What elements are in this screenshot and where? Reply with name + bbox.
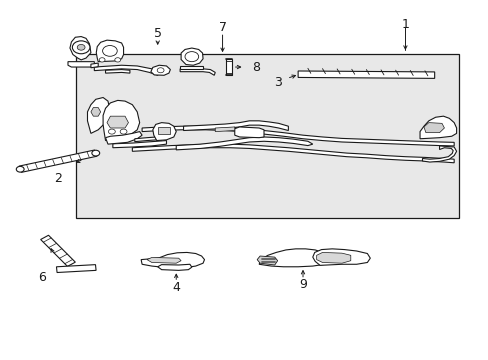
Circle shape <box>108 129 115 134</box>
Polygon shape <box>298 71 434 78</box>
Polygon shape <box>257 256 277 265</box>
Polygon shape <box>147 257 181 263</box>
Text: 7: 7 <box>218 21 226 34</box>
Polygon shape <box>183 121 288 131</box>
Text: 2: 2 <box>54 172 62 185</box>
Polygon shape <box>94 65 159 75</box>
Circle shape <box>92 150 100 156</box>
Polygon shape <box>158 264 191 270</box>
Polygon shape <box>56 265 96 273</box>
Circle shape <box>157 68 163 73</box>
Text: 8: 8 <box>251 60 259 73</box>
Polygon shape <box>158 127 170 134</box>
Polygon shape <box>180 66 203 69</box>
Circle shape <box>77 44 85 50</box>
Polygon shape <box>153 123 176 140</box>
Text: 6: 6 <box>38 271 46 284</box>
Circle shape <box>184 51 198 62</box>
Polygon shape <box>419 116 456 139</box>
Polygon shape <box>135 137 161 141</box>
Circle shape <box>102 45 117 56</box>
Text: 4: 4 <box>172 281 180 294</box>
Polygon shape <box>68 62 94 67</box>
Polygon shape <box>234 127 264 138</box>
Polygon shape <box>423 123 444 133</box>
Polygon shape <box>19 150 97 172</box>
Polygon shape <box>105 132 142 144</box>
Text: 3: 3 <box>273 76 281 89</box>
Polygon shape <box>312 249 369 265</box>
Polygon shape <box>225 59 231 75</box>
Polygon shape <box>76 54 458 218</box>
Polygon shape <box>259 249 327 267</box>
Polygon shape <box>215 127 234 132</box>
Polygon shape <box>141 252 204 268</box>
Polygon shape <box>107 116 128 128</box>
Polygon shape <box>91 63 98 68</box>
Circle shape <box>120 129 127 134</box>
Polygon shape <box>96 40 123 62</box>
Polygon shape <box>41 235 75 266</box>
Polygon shape <box>422 146 456 162</box>
Text: 9: 9 <box>299 278 306 291</box>
Polygon shape <box>180 69 215 75</box>
Circle shape <box>72 41 90 54</box>
Polygon shape <box>132 144 453 163</box>
Circle shape <box>16 166 24 172</box>
Polygon shape <box>87 98 110 134</box>
Polygon shape <box>176 137 312 150</box>
Polygon shape <box>103 100 140 140</box>
Polygon shape <box>181 48 203 65</box>
Polygon shape <box>105 69 130 73</box>
Polygon shape <box>113 140 166 148</box>
Text: 1: 1 <box>401 18 408 31</box>
Polygon shape <box>151 65 170 75</box>
Polygon shape <box>316 252 350 263</box>
Polygon shape <box>91 108 101 116</box>
Circle shape <box>99 58 105 62</box>
Polygon shape <box>142 126 453 146</box>
Circle shape <box>115 58 121 62</box>
Polygon shape <box>70 37 91 60</box>
Text: 5: 5 <box>153 27 162 40</box>
